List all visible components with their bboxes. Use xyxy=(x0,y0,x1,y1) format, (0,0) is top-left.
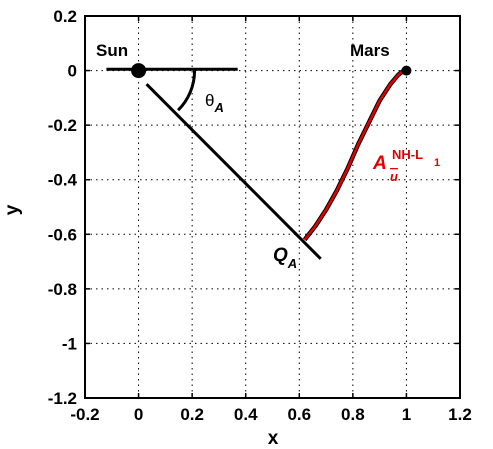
y-tick-label: -0.6 xyxy=(48,225,77,244)
theta-subscript: A xyxy=(213,100,223,115)
x-tick-label: 0 xyxy=(134,405,143,424)
q-symbol: Q xyxy=(273,245,288,266)
x-axis-label: x xyxy=(268,428,279,449)
q-subscript: A xyxy=(287,256,297,271)
theta-label: θA xyxy=(205,91,224,115)
trajectory-curve xyxy=(303,69,407,241)
x-tick-label: 1.2 xyxy=(448,405,472,424)
y-tick-label: -0.2 xyxy=(48,116,77,135)
mars-point xyxy=(401,65,412,76)
y-tick-label: -1.2 xyxy=(48,389,77,408)
y-tick-label: 0 xyxy=(68,62,77,81)
q-label: QA xyxy=(273,245,297,271)
Q-line xyxy=(145,83,322,260)
x-tick-label: 0.8 xyxy=(341,405,365,424)
x-tick-label: 0.4 xyxy=(234,405,258,424)
x-tick-label: 0.2 xyxy=(180,405,204,424)
y-tick-label: 0.2 xyxy=(53,7,77,26)
theta-arc xyxy=(177,70,197,112)
grid xyxy=(85,16,460,398)
y-tick-label: -1 xyxy=(62,334,77,353)
curve-label-sup: NH-L xyxy=(392,147,423,162)
marks xyxy=(106,63,412,260)
curve-label-main: A xyxy=(372,153,387,174)
x-tick-label: 1 xyxy=(402,405,411,424)
curve-label: A u NH-L 1 xyxy=(372,147,440,184)
x-tick-label: 0.6 xyxy=(287,405,311,424)
mars-label: Mars xyxy=(350,41,390,60)
sun-label: Sun xyxy=(96,41,128,60)
y-tick-label: -0.8 xyxy=(48,280,77,299)
y-axis-label: y xyxy=(2,204,23,215)
x-tick-label: -0.2 xyxy=(70,405,99,424)
curve-label-sub: u xyxy=(390,169,398,184)
sun-point xyxy=(131,63,147,79)
y-tick-label: -0.4 xyxy=(48,171,78,190)
ticks: -0.2 0 0.2 0.4 0.6 0.8 1 1.2 0.2 0 -0.2 -0.4 -0.6 -0.… xyxy=(48,7,472,424)
theta-symbol: θ xyxy=(205,91,214,110)
curve-label-sup-sub: 1 xyxy=(434,157,440,169)
axes-frame xyxy=(84,15,461,399)
